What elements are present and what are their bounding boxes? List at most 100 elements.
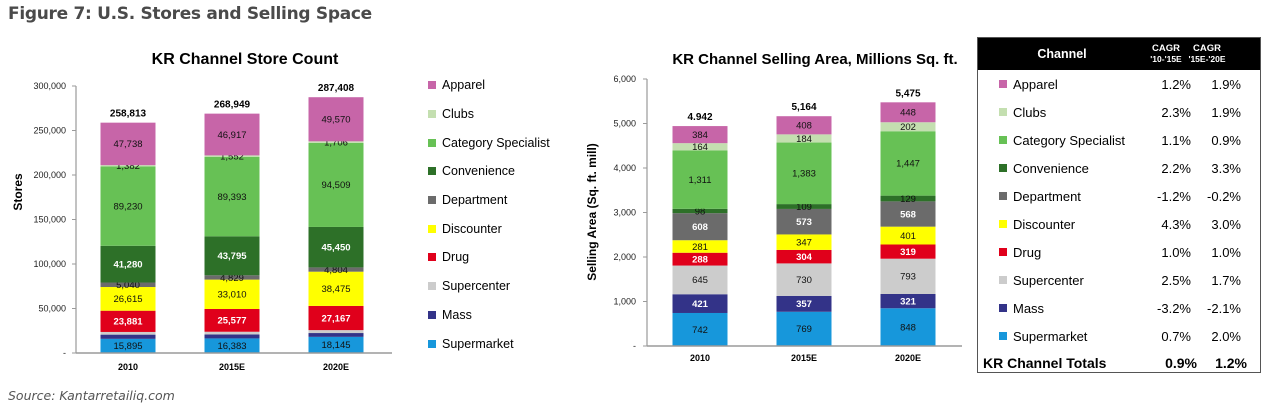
source-note: Source: Kantarretailiq.com: [8, 388, 175, 403]
table-row-supercenter: Supercenter 2.5% 1.7%: [978, 266, 1260, 294]
x-tick-label: 2020E: [895, 353, 921, 363]
bar-segment-mass-2020e: [880, 293, 936, 309]
data-label-supermarket-2015e: 769: [796, 324, 812, 335]
bar-segment-mass-2015e: [776, 295, 832, 312]
bar-segment-mass-2010: [100, 334, 156, 339]
bar-segment-convenience-2015e: [776, 204, 832, 209]
data-label-category-specialist-2010: 89,230: [113, 201, 142, 212]
cagr-2010-2015: 1.1%: [1161, 132, 1191, 148]
bar-segment-supercenter-2010: [100, 331, 156, 335]
bar-segment-apparel-2020e: [880, 102, 936, 123]
bar-segment-clubs-2010: [672, 143, 728, 151]
table-row-convenience: Convenience 2.2% 3.3%: [978, 154, 1260, 182]
data-label-discounter-2015e: 347: [796, 237, 812, 248]
bar-segment-apparel-2015e: [776, 116, 832, 135]
x-tick-label: 2010: [690, 353, 710, 363]
data-label-convenience-2010: 98: [695, 206, 706, 217]
bar-segment-supercenter-2015e: [776, 263, 832, 296]
cagr-2015-2020: 0.9%: [1211, 132, 1241, 148]
totals-cagr-2015-2020: 1.2%: [1215, 355, 1247, 371]
y-axis-label: Selling Area (Sq. ft. mill): [585, 143, 599, 281]
total-label-2010: 258,813: [110, 109, 147, 120]
bar-segment-convenience-2010: [672, 208, 728, 214]
y-tick-label: 2,000: [613, 252, 636, 262]
legend-item-mass: Mass: [428, 301, 578, 330]
y-tick-label: 300,000: [33, 81, 66, 91]
legend-swatch-icon: [428, 138, 436, 147]
data-label-category-specialist-2015e: 1,383: [792, 169, 816, 180]
cagr-2010-2015: -3.2%: [1157, 300, 1191, 316]
legend-swatch-icon: [428, 81, 436, 90]
channel-swatch-icon: [999, 80, 1007, 88]
cagr-2015-2020: 3.0%: [1211, 216, 1241, 232]
data-label-mass-2020e: 321: [900, 296, 917, 307]
header-cagr-period: '10-'15E: [1150, 54, 1182, 64]
channel-swatch-icon: [999, 192, 1007, 200]
channel-swatch-icon: [999, 248, 1007, 256]
data-label-convenience-2020e: 45,450: [321, 242, 350, 253]
cagr-2015-2020: 2.0%: [1211, 328, 1241, 344]
x-tick-label: 2020E: [323, 362, 349, 372]
bar-segment-drug-2020e: [880, 244, 936, 259]
legend-label: Supermarket: [442, 336, 514, 351]
y-tick-label: -: [633, 341, 636, 351]
channel-name: Supercenter: [1013, 272, 1084, 288]
data-label-apparel-2020e: 448: [900, 108, 916, 119]
legend-label: Mass: [442, 307, 472, 322]
channel-name: Supermarket: [1013, 328, 1088, 344]
data-label-mass-2015e: 357: [796, 299, 812, 310]
y-axis-label: Stores: [11, 173, 25, 211]
bar-segment-category-specialist-2020e: [308, 142, 364, 227]
data-label-clubs-2010: 164: [692, 142, 708, 153]
chart-title: KR Channel Selling Area, Millions Sq. ft…: [672, 51, 957, 68]
legend-swatch-icon: [428, 110, 436, 119]
header-channel: Channel: [1037, 47, 1087, 61]
legend-label: Drug: [442, 250, 470, 265]
data-label-drug-2015e: 25,577: [217, 316, 246, 327]
y-tick-label: 6,000: [613, 74, 636, 84]
table-totals-row: KR Channel Totals 0.9% 1.2%: [978, 350, 1260, 376]
data-label-category-specialist-2020e: 94,509: [321, 180, 350, 191]
data-label-category-specialist-2010: 1,311: [688, 175, 711, 186]
header-cagr-period: '15E-'20E: [1188, 54, 1226, 64]
cagr-2015-2020: 1.9%: [1211, 76, 1241, 92]
data-label-discounter-2015e: 33,010: [217, 290, 246, 301]
legend-swatch-icon: [428, 310, 436, 319]
channel-name: Clubs: [1013, 104, 1047, 120]
legend-item-category-specialist: Category Specialist: [428, 128, 578, 157]
cagr-2010-2015: -1.2%: [1157, 188, 1191, 204]
legend-label: Convenience: [442, 164, 515, 179]
table-row-clubs: Clubs 2.3% 1.9%: [978, 98, 1260, 126]
channel-swatch-icon: [999, 220, 1007, 228]
bar-segment-category-specialist-2020e: [880, 131, 936, 196]
bar-segment-convenience-2020e: [880, 195, 936, 202]
data-label-drug-2010: 23,881: [113, 317, 143, 328]
cagr-table: Channel CAGR '10-'15E CAGR '15E-'20E App…: [977, 37, 1261, 373]
data-label-department-2020e: 4,804: [324, 265, 348, 276]
data-label-drug-2020e: 27,167: [321, 313, 350, 324]
legend-label: Category Specialist: [442, 135, 550, 150]
bar-segment-clubs-2015e: [204, 155, 260, 157]
total-label-2020e: 287,408: [318, 83, 355, 94]
data-label-convenience-2010: 41,280: [113, 259, 142, 270]
y-tick-label: 5,000: [613, 119, 636, 129]
x-tick-label: 2010: [118, 362, 138, 372]
channel-name: Mass: [1013, 300, 1045, 316]
x-tick-label: 2015E: [219, 362, 245, 372]
table-row-discounter: Discounter 4.3% 3.0%: [978, 210, 1260, 238]
table-header: Channel CAGR '10-'15E CAGR '15E-'20E: [978, 38, 1260, 70]
bar-segment-discounter-2015e: [776, 234, 832, 250]
bar-segment-discounter-2010: [100, 287, 156, 311]
data-label-convenience-2015e: 109: [796, 202, 812, 213]
total-label-2020e: 5,475: [895, 88, 920, 99]
channel-name: Drug: [1013, 244, 1042, 260]
bar-segment-clubs-2010: [100, 165, 156, 167]
channel-name: Apparel: [1013, 76, 1058, 92]
y-tick-label: 3,000: [613, 208, 636, 218]
total-label-2010: 4.942: [687, 112, 712, 123]
bar-segment-drug-2010: [100, 310, 156, 332]
legend-label: Apparel: [442, 78, 486, 93]
data-label-category-specialist-2020e: 1,447: [896, 159, 920, 170]
bar-segment-department-2010: [100, 282, 156, 288]
legend-label: Discounter: [442, 221, 502, 236]
